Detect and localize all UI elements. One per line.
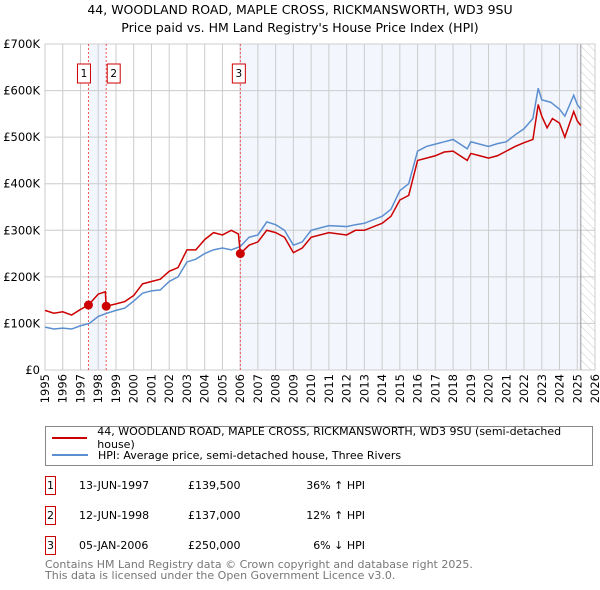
footer-line-2: This data is licensed under the Open Gov… [45, 569, 396, 582]
x-tick-label: 2023 [535, 374, 549, 403]
shaded-region [88, 44, 107, 370]
sale-point [235, 249, 245, 259]
sale-badge: 1 [45, 476, 56, 495]
sale-row: 1 13-JUN-1997 £139,500 36% ↑ HPI [45, 476, 445, 496]
x-tick-label: 2003 [180, 374, 194, 403]
y-tick-label: £500K [3, 130, 40, 144]
x-tick-label: 2024 [553, 374, 567, 403]
sale-date: 05-JAN-2006 [79, 539, 149, 552]
legend-swatch [52, 454, 88, 456]
sale-badge [76, 63, 91, 84]
x-tick-label: 2011 [322, 374, 336, 403]
x-tick-label: 1999 [109, 374, 123, 403]
x-tick-label: 2002 [162, 374, 176, 403]
x-tick-label: 2016 [411, 374, 425, 403]
property-price-line [44, 104, 582, 316]
sale-badge [231, 63, 246, 84]
sale-hpi-diff: 6% ↓ HPI [313, 539, 365, 552]
sale-price: £250,000 [188, 539, 241, 552]
legend-item-property: 44, WOODLAND ROAD, MAPLE CROSS, RICKMANS… [52, 425, 592, 451]
sale-row: 2 12-JUN-1998 £137,000 12% ↑ HPI [45, 506, 445, 526]
y-tick-label: £100K [3, 316, 40, 330]
plot-border [44, 43, 596, 371]
sale-date: 13-JUN-1997 [79, 479, 150, 492]
legend: 44, WOODLAND ROAD, MAPLE CROSS, RICKMANS… [45, 425, 593, 466]
y-tick-label: £700K [3, 37, 40, 51]
y-tick-label: £400K [3, 177, 40, 191]
legend-label: HPI: Average price, semi-detached house,… [98, 448, 402, 462]
footer-line-1: Contains HM Land Registry data © Crown c… [45, 558, 473, 571]
y-tick-label: £600K [3, 84, 40, 98]
x-tick-label: 2015 [393, 374, 407, 403]
sale-row: 3 05-JAN-2006 £250,000 6% ↓ HPI [45, 536, 445, 556]
sale-point [101, 301, 111, 311]
x-tick-label: 2019 [464, 374, 478, 403]
x-tick-label: 2004 [198, 374, 212, 403]
x-tick-label: 2008 [269, 374, 283, 403]
x-tick-label: 2013 [357, 374, 371, 403]
x-tick-label: 2026 [588, 374, 600, 403]
sale-badge [106, 63, 121, 84]
x-tick-label: 1998 [91, 374, 105, 403]
x-tick-label: 2006 [233, 374, 247, 403]
x-tick-label: 2000 [127, 374, 141, 403]
legend-label: 44, WOODLAND ROAD, MAPLE CROSS, RICKMANS… [97, 425, 562, 451]
chart-svg: 1995 1996 1997 1998 1999 2000 2001 2002 2003 2004… [3, 37, 600, 403]
sale-badge: 2 [45, 506, 56, 525]
x-tick-label: 2009 [286, 374, 300, 403]
sale-badge-label: 3 [235, 68, 242, 80]
x-tick-label: 2012 [340, 374, 354, 403]
sale-price: £139,500 [188, 479, 241, 492]
sale-badge-label: 1 [81, 68, 88, 80]
shaded-region [240, 44, 581, 370]
x-tick-label: 2020 [482, 374, 496, 403]
x-tick-label: 1995 [38, 374, 52, 403]
sale-badge-label: 2 [110, 68, 117, 80]
sale-hpi-diff: 36% ↑ HPI [306, 479, 365, 492]
hpi-line [44, 88, 582, 330]
x-tick-label: 2025 [570, 374, 584, 403]
x-tick-label: 2021 [499, 374, 513, 403]
y-tick-label: £300K [3, 223, 40, 237]
sale-badge: 3 [45, 536, 56, 555]
x-tick-label: 2018 [446, 374, 460, 403]
x-tick-label: 1996 [56, 374, 70, 403]
x-tick-label: 1997 [73, 374, 87, 403]
forecast-hatch [580, 44, 595, 370]
sale-price: £137,000 [188, 509, 241, 522]
x-tick-label: 2010 [304, 374, 318, 403]
x-tick-label: 2014 [375, 374, 389, 403]
x-tick-label: 2007 [251, 374, 265, 403]
x-tick-label: 2022 [517, 374, 531, 403]
x-tick-label: 2017 [428, 374, 442, 403]
legend-item-hpi: HPI: Average price, semi-detached house,… [52, 447, 401, 463]
legend-swatch [52, 437, 88, 439]
sale-date: 12-JUN-1998 [79, 509, 150, 522]
x-tick-label: 2005 [215, 374, 229, 403]
x-tick-label: 2001 [144, 374, 158, 403]
sale-point [83, 300, 93, 310]
y-tick-label: £200K [3, 270, 40, 284]
y-tick-label: £0 [25, 363, 40, 377]
chart-title: 44, WOODLAND ROAD, MAPLE CROSS, RICKMANS… [87, 2, 513, 17]
chart-subtitle: Price paid vs. HM Land Registry's House … [121, 20, 479, 35]
sale-hpi-diff: 12% ↑ HPI [306, 509, 365, 522]
